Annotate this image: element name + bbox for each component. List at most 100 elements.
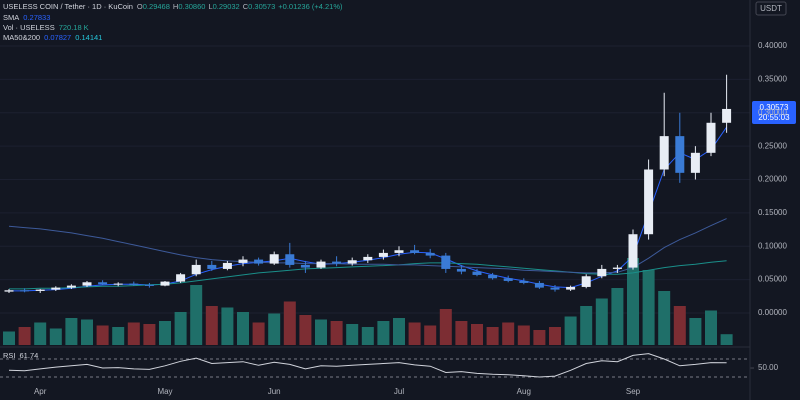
change: +0.01236 (+4.21%) [278, 2, 343, 11]
candle-body [441, 255, 451, 269]
candle-body [82, 282, 92, 286]
volume-bar [393, 318, 405, 345]
symbol: USELESS COIN / Tether · 1D · KuCoin [3, 2, 133, 11]
candle-body [35, 289, 45, 291]
volume-bar [49, 328, 62, 345]
candle-body [332, 261, 342, 264]
x-tick-label: Jun [268, 387, 281, 396]
volume-bar [549, 327, 561, 345]
ohlc-key: H [173, 2, 178, 11]
volume-bar [642, 270, 655, 345]
x-tick-label: Sep [626, 387, 641, 396]
volume-bar [190, 285, 203, 345]
y-tick-label: 50.00 [758, 363, 779, 372]
ma-line [9, 260, 727, 290]
volume-bar [439, 309, 452, 345]
candle-body [534, 282, 544, 288]
volume-bar [533, 330, 546, 345]
candle-body [659, 136, 669, 170]
candle-body [550, 287, 560, 290]
candle-body [222, 262, 232, 269]
candle-body [176, 274, 186, 282]
candle-body [191, 264, 201, 275]
y-tick-label: 0.15000 [758, 208, 787, 217]
volume-bar [580, 306, 593, 345]
y-tick-label: 0.40000 [758, 41, 787, 50]
volume-bar [627, 258, 639, 345]
x-tick-label: Apr [34, 387, 47, 396]
candle-body [378, 252, 388, 257]
currency[interactable]: USDT [760, 4, 782, 13]
x-tick-label: May [157, 387, 172, 396]
volume-bar [408, 322, 421, 345]
volume-bar [268, 313, 281, 345]
countdown: 20:55:03 [758, 113, 790, 122]
candle-body [144, 284, 154, 286]
legend-sma: SMA 0.27833 [3, 13, 50, 22]
volume-bar [112, 327, 125, 345]
plot-area [0, 45, 754, 378]
y-tick-label: 0.20000 [758, 175, 787, 184]
rsi-line [8, 353, 727, 378]
y-tick-label: 0.10000 [758, 241, 787, 250]
candle-body [519, 280, 529, 283]
volume-bar [564, 316, 577, 345]
legend-name: RSI [3, 351, 16, 360]
volume-bar [143, 324, 156, 345]
last-price: 0.30573 [760, 103, 789, 112]
candle-body [394, 250, 404, 253]
ohlc-key: O [137, 2, 143, 11]
ohlc-value: 0.30573 [248, 2, 275, 11]
x-tick-label: Jul [394, 387, 404, 396]
volume-bar [18, 327, 31, 345]
candle-body [410, 250, 420, 253]
candle-body [300, 264, 310, 268]
candle-body [51, 287, 61, 290]
volume-bar [424, 325, 437, 345]
legend-name: SMA [3, 13, 19, 22]
volume-bar [34, 322, 47, 345]
volume-bar [205, 306, 218, 345]
candle-body [628, 234, 638, 268]
candle-body [675, 136, 685, 173]
y-tick-label: 0.25000 [758, 141, 787, 150]
volume-bar [96, 325, 109, 345]
volume-bar [299, 315, 312, 345]
ohlc-key: C [243, 2, 249, 11]
header-symbol-row: USELESS COIN / Tether · 1D · KuCoin O0.29… [3, 2, 343, 11]
volume-bar [237, 312, 249, 345]
candle-body [269, 254, 279, 264]
volume-bar [611, 288, 624, 345]
volume-bar [330, 321, 343, 345]
candle-body [472, 271, 482, 275]
volume-bar [346, 324, 359, 345]
legend-name: MA50&200 [3, 33, 40, 42]
volume-bar [486, 327, 499, 345]
volume-bar [595, 298, 608, 345]
ohlc-key: L [208, 2, 212, 11]
currency-box[interactable] [755, 1, 787, 16]
volume-bar [81, 319, 93, 345]
candle-body [113, 283, 123, 285]
candle-body [129, 283, 139, 285]
candle-body [316, 261, 326, 268]
volume-bar [159, 321, 171, 345]
volume-bar [221, 307, 234, 345]
volume-bar [315, 319, 327, 345]
legend-name: Vol · USELESS [3, 23, 55, 32]
volume-bar [377, 321, 390, 345]
volume-bar [3, 331, 15, 345]
candle-body [566, 286, 576, 290]
candle-body [66, 285, 76, 288]
candle-body [20, 290, 30, 292]
y-tick-label: 0.05000 [758, 275, 787, 284]
candle-body [503, 278, 513, 281]
candle-body [581, 276, 591, 287]
volume-bar [455, 321, 468, 345]
volume-bar [361, 327, 374, 345]
candle-body [456, 268, 466, 272]
volume-bar [689, 318, 702, 345]
candle-body [690, 152, 700, 173]
candle-body [207, 264, 217, 269]
